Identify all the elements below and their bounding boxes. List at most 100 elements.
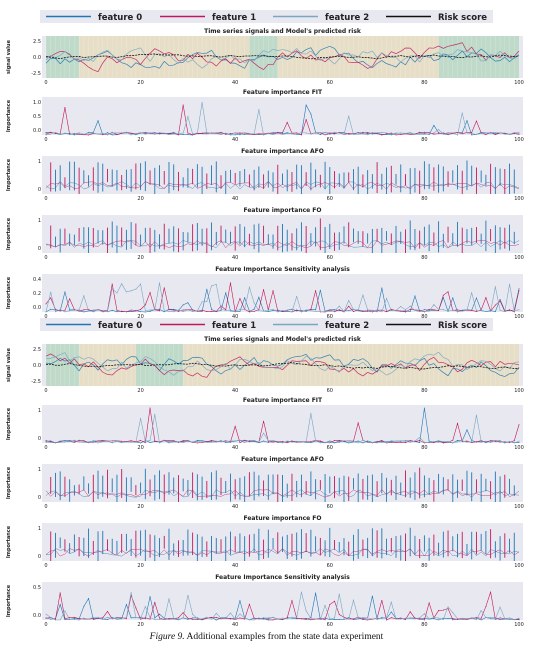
x-tick-label: 80 [421, 255, 427, 261]
importance-point [324, 604, 326, 606]
importance-point [452, 309, 454, 311]
importance-point [371, 133, 373, 135]
importance-point [513, 133, 515, 135]
importance-point [381, 441, 383, 443]
x-tick-label: 0 [44, 563, 47, 569]
importance-point [381, 131, 383, 133]
importance-point [73, 616, 75, 618]
importance-point [149, 309, 151, 311]
importance-point [475, 120, 477, 122]
importance-point [367, 617, 369, 619]
importance-point [409, 611, 411, 613]
x-tick-label: 0 [44, 196, 47, 202]
importance-point [404, 442, 406, 444]
importance-point [111, 440, 113, 442]
x-tick-label: 80 [421, 563, 427, 569]
importance-point [50, 440, 52, 442]
importance-point [471, 133, 473, 135]
importance-point [277, 618, 279, 620]
importance-point [201, 301, 203, 303]
x-tick-label: 20 [137, 445, 143, 451]
importance-point [452, 132, 454, 134]
importance-point [499, 441, 501, 443]
x-tick-label: 0 [44, 388, 47, 394]
importance-point [381, 287, 383, 289]
importance-point [272, 310, 274, 312]
importance-point [121, 440, 123, 442]
importance-point [248, 133, 250, 135]
importance-point [163, 287, 165, 289]
importance-point [442, 441, 444, 443]
importance-point [348, 618, 350, 620]
importance-point [102, 132, 104, 134]
importance-point [206, 311, 208, 313]
y-axis-label: Importance [6, 99, 12, 132]
importance-point [376, 618, 378, 620]
importance-point [367, 133, 369, 135]
importance-point [286, 133, 288, 135]
state-band [495, 344, 519, 386]
importance-point [229, 309, 231, 311]
importance-point [206, 301, 208, 303]
importance-point [362, 131, 364, 133]
importance-point [357, 309, 359, 311]
y-tick-label: 0 [38, 187, 41, 193]
x-tick-label: 40 [232, 563, 238, 569]
importance-point [267, 439, 269, 441]
importance-point [475, 619, 477, 621]
importance-point [414, 440, 416, 442]
importance-point [111, 288, 113, 290]
importance-point [300, 441, 302, 443]
importance-point [367, 309, 369, 311]
importance-point [433, 442, 435, 444]
importance-point [518, 440, 520, 442]
importance-point [263, 618, 265, 620]
y-tick-label: 0 [38, 436, 41, 442]
importance-point [50, 308, 52, 310]
x-tick-label: 20 [137, 504, 143, 510]
importance-point [305, 119, 307, 121]
importance-point [423, 133, 425, 135]
figure-caption: Figure 9. Additional examples from the s… [0, 632, 533, 642]
importance-point [509, 283, 511, 285]
importance-point [244, 441, 246, 443]
importance-point [296, 295, 298, 297]
importance-point [300, 311, 302, 313]
importance-point [248, 619, 250, 621]
importance-point [102, 133, 104, 135]
importance-point [338, 310, 340, 312]
importance-point [409, 305, 411, 307]
importance-point [258, 109, 260, 111]
y-tick-label: -2.5 [31, 379, 41, 385]
importance-point [59, 309, 61, 311]
importance-point [272, 134, 274, 136]
importance-point [466, 132, 468, 134]
importance-point [296, 133, 298, 135]
importance-point [475, 414, 477, 416]
importance-point [343, 133, 345, 135]
importance-point [438, 132, 440, 134]
importance-point [319, 440, 321, 442]
importance-point [206, 133, 208, 135]
importance-point [258, 296, 260, 298]
importance-point [334, 618, 336, 620]
importance-point [485, 297, 487, 299]
importance-point [291, 440, 293, 442]
importance-point [395, 618, 397, 620]
importance-point [45, 311, 47, 313]
importance-point [475, 617, 477, 619]
importance-point [400, 310, 402, 312]
importance-point [447, 133, 449, 135]
importance-point [310, 617, 312, 619]
importance-point [121, 132, 123, 134]
importance-point [258, 133, 260, 135]
importance-point [499, 132, 501, 134]
importance-point [504, 442, 506, 444]
importance-point [485, 132, 487, 134]
importance-point [154, 309, 156, 311]
importance-point [211, 616, 213, 618]
importance-point [229, 282, 231, 284]
importance-point [182, 309, 184, 311]
importance-point [376, 311, 378, 313]
importance-point [59, 441, 61, 443]
